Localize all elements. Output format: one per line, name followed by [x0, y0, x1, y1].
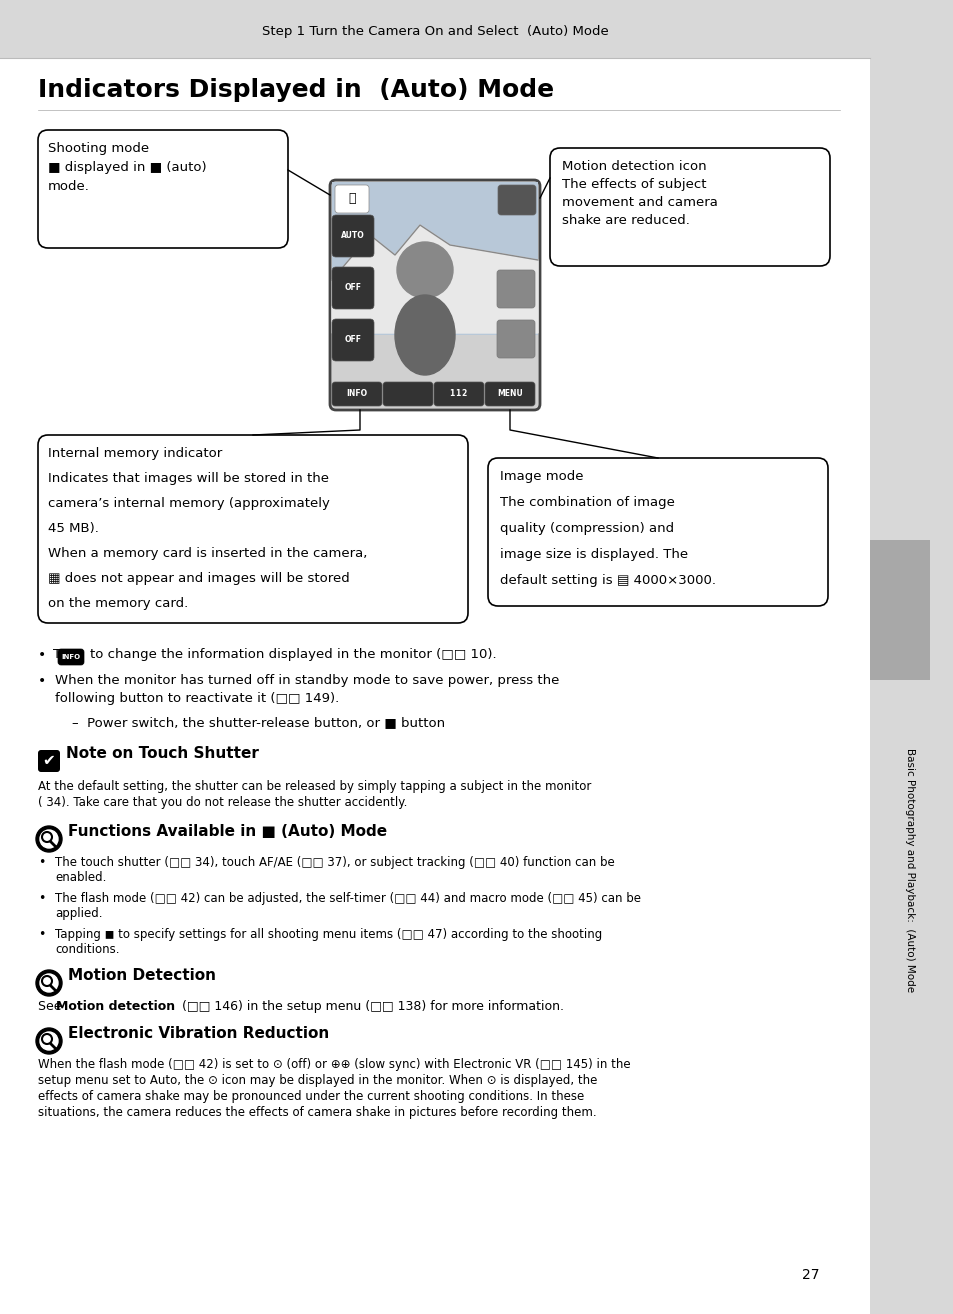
FancyBboxPatch shape [550, 148, 829, 265]
Circle shape [36, 827, 62, 851]
Text: mode.: mode. [48, 180, 90, 193]
FancyBboxPatch shape [0, 0, 953, 58]
Text: INFO: INFO [61, 654, 80, 660]
FancyBboxPatch shape [0, 1256, 869, 1314]
Text: 1 1 2: 1 1 2 [450, 389, 467, 398]
Text: ▦ does not appear and images will be stored: ▦ does not appear and images will be sto… [48, 572, 350, 585]
Text: ✔: ✔ [43, 753, 55, 769]
FancyBboxPatch shape [38, 130, 288, 248]
FancyBboxPatch shape [497, 185, 536, 215]
Circle shape [40, 974, 58, 992]
Text: Basic Photography and Playback:  (Auto) Mode: Basic Photography and Playback: (Auto) M… [904, 748, 914, 992]
Text: •: • [38, 855, 46, 869]
Text: Tapping ◼ to specify settings for all shooting menu items (□□ 47) according to t: Tapping ◼ to specify settings for all sh… [55, 928, 601, 941]
Text: conditions.: conditions. [55, 943, 119, 957]
Text: MENU: MENU [497, 389, 522, 398]
Text: applied.: applied. [55, 907, 102, 920]
FancyBboxPatch shape [382, 382, 433, 406]
Text: The touch shutter (□□ 34), touch AF/AE (□□ 37), or subject tracking (□□ 40) func: The touch shutter (□□ 34), touch AF/AE (… [55, 855, 614, 869]
Text: Shooting mode: Shooting mode [48, 142, 149, 155]
Text: Image mode: Image mode [499, 470, 583, 484]
FancyBboxPatch shape [497, 321, 535, 357]
Text: 27: 27 [801, 1268, 820, 1282]
Text: shake are reduced.: shake are reduced. [561, 214, 689, 227]
Text: ( 34). Take care that you do not release the shutter accidently.: ( 34). Take care that you do not release… [38, 796, 407, 809]
FancyBboxPatch shape [332, 319, 374, 361]
Text: OFF: OFF [344, 284, 361, 293]
Text: The flash mode (□□ 42) can be adjusted, the self-timer (□□ 44) and macro mode (□: The flash mode (□□ 42) can be adjusted, … [55, 892, 640, 905]
Text: quality (compression) and: quality (compression) and [499, 522, 674, 535]
FancyBboxPatch shape [484, 382, 535, 406]
Text: Motion detection icon: Motion detection icon [561, 160, 706, 173]
Text: enabled.: enabled. [55, 871, 107, 884]
FancyBboxPatch shape [38, 435, 468, 623]
Text: image size is displayed. The: image size is displayed. The [499, 548, 687, 561]
Text: When a memory card is inserted in the camera,: When a memory card is inserted in the ca… [48, 547, 367, 560]
Circle shape [40, 1031, 58, 1050]
Text: When the flash mode (□□ 42) is set to ⊙ (off) or ⊕⊕ (slow sync) with Electronic : When the flash mode (□□ 42) is set to ⊙ … [38, 1058, 630, 1071]
Text: Indicators Displayed in  (Auto) Mode: Indicators Displayed in (Auto) Mode [38, 78, 554, 102]
Text: •: • [38, 674, 46, 689]
Text: to change the information displayed in the monitor (□□ 10).: to change the information displayed in t… [90, 648, 497, 661]
Circle shape [36, 1028, 62, 1054]
Text: movement and camera: movement and camera [561, 196, 717, 209]
FancyBboxPatch shape [488, 459, 827, 606]
FancyBboxPatch shape [332, 215, 374, 258]
Text: situations, the camera reduces the effects of camera shake in pictures before re: situations, the camera reduces the effec… [38, 1106, 596, 1120]
FancyBboxPatch shape [330, 180, 539, 410]
Text: following button to reactivate it (□□ 149).: following button to reactivate it (□□ 14… [55, 692, 339, 706]
Text: •: • [38, 648, 46, 662]
Text: See: See [38, 1000, 66, 1013]
FancyBboxPatch shape [869, 0, 953, 1314]
Text: 45 MB).: 45 MB). [48, 522, 99, 535]
FancyBboxPatch shape [0, 58, 869, 1314]
Text: Motion detection: Motion detection [56, 1000, 175, 1013]
Text: Tap: Tap [53, 648, 75, 661]
Circle shape [396, 242, 453, 298]
Text: effects of camera shake may be pronounced under the current shooting conditions.: effects of camera shake may be pronounce… [38, 1091, 583, 1102]
Text: Electronic Vibration Reduction: Electronic Vibration Reduction [68, 1025, 329, 1041]
FancyBboxPatch shape [497, 269, 535, 307]
Text: camera’s internal memory (approximately: camera’s internal memory (approximately [48, 497, 330, 510]
Text: –  Power switch, the shutter-release button, or ■ button: – Power switch, the shutter-release butt… [71, 716, 445, 729]
FancyBboxPatch shape [869, 540, 929, 681]
Text: INFO: INFO [346, 389, 367, 398]
FancyBboxPatch shape [434, 382, 483, 406]
Circle shape [36, 970, 62, 996]
Text: •: • [38, 892, 46, 905]
Text: Indicates that images will be stored in the: Indicates that images will be stored in … [48, 472, 329, 485]
Text: When the monitor has turned off in standby mode to save power, press the: When the monitor has turned off in stand… [55, 674, 558, 687]
Text: The effects of subject: The effects of subject [561, 177, 706, 191]
Text: default setting is ▤ 4000×3000.: default setting is ▤ 4000×3000. [499, 574, 716, 587]
Text: (□□ 146) in the setup menu (□□ 138) for more information.: (□□ 146) in the setup menu (□□ 138) for … [178, 1000, 563, 1013]
Text: The combination of image: The combination of image [499, 495, 674, 509]
Polygon shape [332, 225, 537, 332]
FancyBboxPatch shape [332, 382, 381, 406]
Text: Internal memory indicator: Internal memory indicator [48, 447, 222, 460]
Text: Motion Detection: Motion Detection [68, 967, 215, 983]
FancyBboxPatch shape [58, 649, 84, 665]
Text: At the default setting, the shutter can be released by simply tapping a subject : At the default setting, the shutter can … [38, 781, 591, 794]
Text: OFF: OFF [344, 335, 361, 344]
FancyBboxPatch shape [335, 185, 369, 213]
Circle shape [40, 830, 58, 848]
Text: 📷: 📷 [348, 192, 355, 205]
Text: Step 1 Turn the Camera On and Select  (Auto) Mode: Step 1 Turn the Camera On and Select (Au… [261, 25, 608, 38]
Text: on the memory card.: on the memory card. [48, 597, 188, 610]
Text: AUTO: AUTO [341, 231, 364, 240]
Text: Note on Touch Shutter: Note on Touch Shutter [66, 745, 258, 761]
Text: ■ displayed in ■ (auto): ■ displayed in ■ (auto) [48, 162, 207, 173]
Ellipse shape [395, 296, 455, 374]
FancyBboxPatch shape [332, 267, 374, 309]
Text: •: • [38, 928, 46, 941]
Text: setup menu set to Auto, the ⊙ icon may be displayed in the monitor. When ⊙ is di: setup menu set to Auto, the ⊙ icon may b… [38, 1074, 597, 1087]
FancyBboxPatch shape [38, 750, 60, 773]
Text: Functions Available in ■ (Auto) Mode: Functions Available in ■ (Auto) Mode [68, 824, 387, 838]
FancyBboxPatch shape [332, 183, 537, 335]
